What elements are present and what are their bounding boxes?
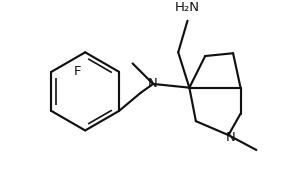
Text: N: N [225, 131, 235, 144]
Text: H₂N: H₂N [175, 1, 200, 14]
Text: F: F [74, 65, 81, 78]
Text: N: N [148, 78, 158, 90]
